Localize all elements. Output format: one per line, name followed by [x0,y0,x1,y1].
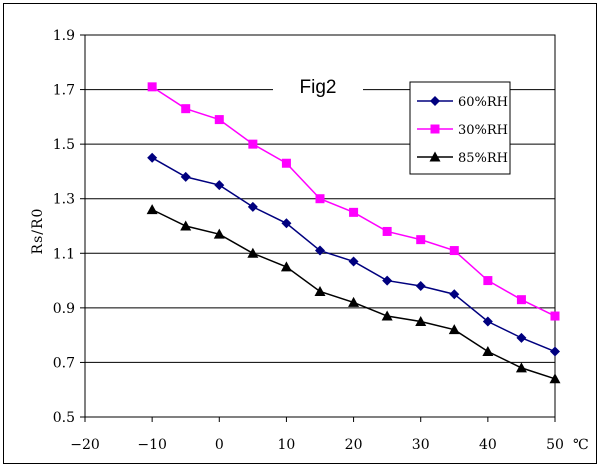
data-point [181,104,191,114]
data-point [180,220,192,231]
series-line [151,157,556,353]
data-point [482,346,494,357]
data-point [382,226,392,236]
legend-entry: 60%RH [417,95,508,110]
data-point [280,261,292,272]
data-point [147,152,158,163]
y-tick-label: 1.3 [53,192,75,208]
x-tick-label: 10 [278,437,296,453]
y-axis-ticks: 0.5 0.7 0.9 1.1 1.3 1.5 1.7 1.9 [53,28,85,426]
y-tick-label: 0.9 [53,301,75,317]
y-axis-label: Rs/R0 [30,208,46,255]
x-tick-label: 0 [215,437,224,453]
data-point [214,180,225,191]
y-tick-label: 0.7 [53,355,75,371]
legend-label: 30%RH [458,123,508,138]
data-point [213,228,225,239]
data-point [415,281,426,292]
x-tick-label: 30 [412,437,430,453]
series-85pct-rh [146,204,561,384]
legend: 60%RH 30%RH 85%RH [409,81,511,175]
data-point [516,295,526,305]
data-point [482,316,493,327]
series-line [151,208,556,380]
data-point [549,373,561,384]
data-point [348,296,360,307]
legend-entry: 30%RH [417,123,508,138]
data-point [550,311,560,321]
data-point [449,246,459,256]
series-group [146,82,561,384]
data-point [281,158,291,168]
legend-label: 85%RH [458,151,508,166]
x-tick-label: 20 [345,437,363,453]
series-30pct-rh [147,82,560,321]
data-point [248,139,258,149]
legend-marker [430,124,440,134]
data-point [314,285,326,296]
series-60pct-rh [147,152,560,357]
data-point [247,201,258,212]
x-axis-ticks: −20 −10 0 10 20 30 40 50 [70,417,564,453]
y-tick-label: 1.9 [53,28,75,44]
legend-marker [429,151,441,162]
data-point [416,235,426,245]
data-point [382,275,393,286]
data-point [147,82,157,92]
data-point [247,247,259,258]
legend-label: 60%RH [458,95,508,110]
data-point [146,204,158,215]
legend-marker [430,96,440,106]
title-background [273,71,363,101]
data-point [180,171,191,182]
chart-title: Fig2 [300,77,337,98]
data-point [315,194,325,204]
data-point [483,276,493,286]
y-tick-label: 0.5 [53,410,75,426]
legend-entry: 85%RH [417,151,508,166]
data-point [349,207,359,217]
data-point [348,256,359,267]
data-point [281,218,292,229]
data-point [550,346,560,357]
y-tick-label: 1.5 [53,137,75,153]
x-tick-label: 40 [479,437,497,453]
y-tick-label: 1.7 [53,83,75,99]
x-tick-label: 50 [546,437,564,453]
data-point [415,316,427,326]
data-point [381,310,393,321]
plot-area [84,34,556,418]
legend-box [409,81,511,175]
data-point [516,332,527,343]
data-point [449,289,460,300]
data-point [315,245,325,256]
x-tick-label: −20 [70,437,100,453]
data-point [448,324,460,335]
data-point [515,362,527,373]
data-point [214,115,224,125]
x-tick-label: −10 [137,437,167,453]
y-tick-label: 1.1 [53,246,75,262]
x-axis-unit: ℃ [573,437,589,453]
